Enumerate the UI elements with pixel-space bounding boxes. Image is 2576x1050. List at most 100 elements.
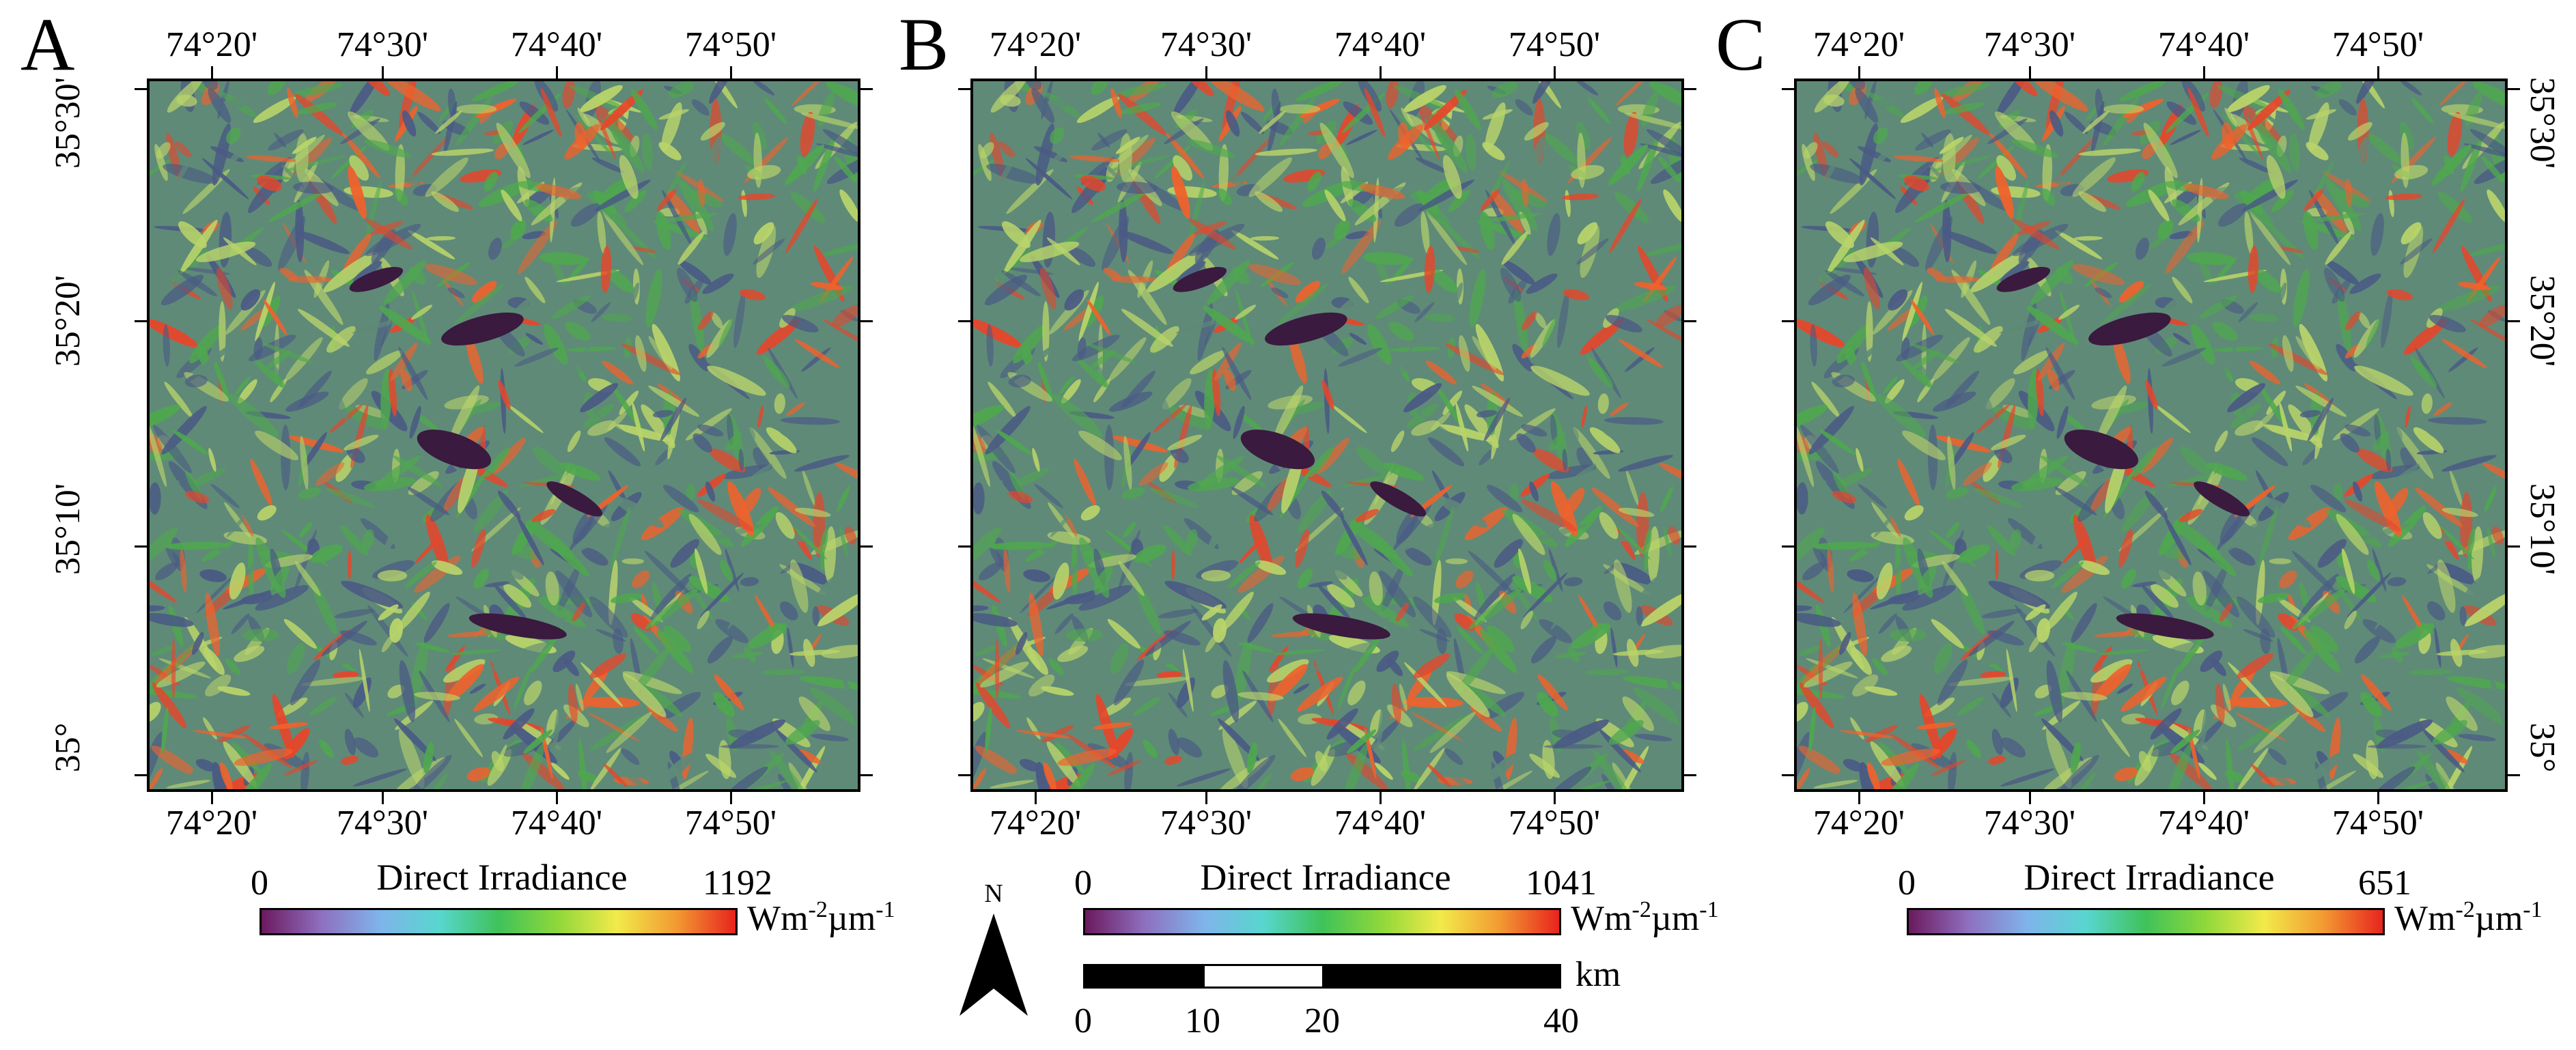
map-tick [1035,66,1037,79]
lat-label: 35° [48,722,87,773]
lon-label-top: 74°50' [684,25,777,64]
colorbar-min-label: 0 [1074,864,1092,903]
map-tick [135,545,147,548]
lon-label-bottom: 74°50' [684,804,777,842]
lon-label-bottom: 74°20' [1812,804,1905,842]
map-tick [1554,792,1556,804]
colorbar-unit: Wm-2µm-1 [747,898,895,938]
lon-label-top: 74°50' [2332,25,2424,64]
lon-label-top: 74°20' [989,25,1082,64]
map-tick [1554,66,1556,79]
map-tick [730,792,732,804]
colorbar-title: Direct Irradiance [2024,857,2275,898]
colorbar-unit: Wm-2µm-1 [1571,898,1719,938]
map-panel-a: A 74°20' 74°30' 74°40' 74°50' 74°20' 74°… [0,0,895,1050]
north-arrow-icon [960,913,1028,1016]
scale-tick-label: 20 [1304,1002,1340,1040]
lon-label-bottom: 74°40' [2157,804,2250,842]
lon-label-bottom: 74°20' [165,804,258,842]
map-tick [2203,792,2205,804]
colorbar-gradient [1083,908,1561,935]
map-tick [1684,320,1696,322]
unit-base: Wm [2394,899,2456,938]
north-label: N [984,879,1003,908]
unit-base: Wm [747,899,809,938]
map-tick [135,774,147,776]
lon-label-bottom: 74°40' [1334,804,1427,842]
lat-label: 35°10' [2523,483,2562,576]
lon-label-top: 74°50' [1508,25,1601,64]
lat-label: 35° [2523,722,2562,773]
lon-label-top: 74°40' [1334,25,1427,64]
map-tick [1782,320,1794,322]
lon-label-top: 74°20' [1812,25,1905,64]
irradiance-map [970,79,1684,792]
unit-exponent: -2 [2455,897,2475,922]
colorbar-unit: Wm-2µm-1 [2394,898,2543,938]
map-tick [958,320,970,322]
unit-exponent: -1 [876,897,895,922]
map-tick [860,88,873,90]
unit-exponent: -2 [808,897,828,922]
map-tick [2508,320,2520,322]
map-tick [1782,774,1794,776]
unit-mid: µm [1651,899,1700,938]
map-tick [556,66,558,79]
map-tick [1858,792,1860,804]
map-tick [1684,545,1696,548]
irradiance-map [147,79,860,792]
colorbar-gradient [260,908,738,935]
lat-label: 35°20' [2523,274,2562,367]
terrain-raster [1797,81,2505,789]
map-tick [556,792,558,804]
map-tick [860,545,873,548]
panel-letter: A [20,3,75,86]
lon-label-bottom: 74°30' [1160,804,1252,842]
map-panel-b: B 74°20' 74°30' 74°40' 74°50' 74°20' 74°… [824,0,1719,1050]
map-tick [135,88,147,90]
map-tick [1684,774,1696,776]
map-tick [860,320,873,322]
lon-label-top: 74°20' [165,25,258,64]
lon-label-top: 74°40' [2157,25,2250,64]
map-tick [2508,774,2520,776]
lon-label-bottom: 74°50' [1508,804,1601,842]
unit-mid: µm [2474,899,2523,938]
map-tick [1205,66,1207,79]
irradiance-map [1794,79,2508,792]
lon-label-bottom: 74°40' [510,804,603,842]
map-tick [2203,66,2205,79]
map-tick [1205,792,1207,804]
colorbar-title: Direct Irradiance [1200,857,1451,898]
scale-segment-10-20 [1203,964,1324,989]
scale-segment-20-40 [1322,964,1561,989]
scale-unit: km [1575,955,1621,994]
map-tick [730,66,732,79]
unit-base: Wm [1571,899,1632,938]
map-tick [2377,792,2379,804]
lat-label: 35°20' [48,274,87,367]
map-tick [2508,545,2520,548]
map-panel-c: C 74°20' 74°30' 74°40' 74°50' 74°20' 74°… [1647,0,2562,1050]
lon-label-top: 74°30' [336,25,429,64]
map-tick [1380,792,1382,804]
colorbar-title: Direct Irradiance [376,857,628,898]
map-tick [1380,66,1382,79]
map-tick [1035,792,1037,804]
colorbar-min-label: 0 [1898,864,1916,903]
map-tick [1858,66,1860,79]
lon-label-bottom: 74°30' [1983,804,2076,842]
map-tick [1782,88,1794,90]
map-tick [135,320,147,322]
lon-label-bottom: 74°50' [2332,804,2424,842]
colorbar-min-label: 0 [251,864,268,903]
map-tick [211,66,213,79]
scale-tick-label: 10 [1185,1002,1220,1040]
lon-label-bottom: 74°20' [989,804,1082,842]
colorbar-max-label: 651 [2358,864,2411,903]
terrain-raster [973,81,1681,789]
map-tick [2029,792,2031,804]
map-tick [382,792,384,804]
map-tick [2508,88,2520,90]
map-tick [958,774,970,776]
